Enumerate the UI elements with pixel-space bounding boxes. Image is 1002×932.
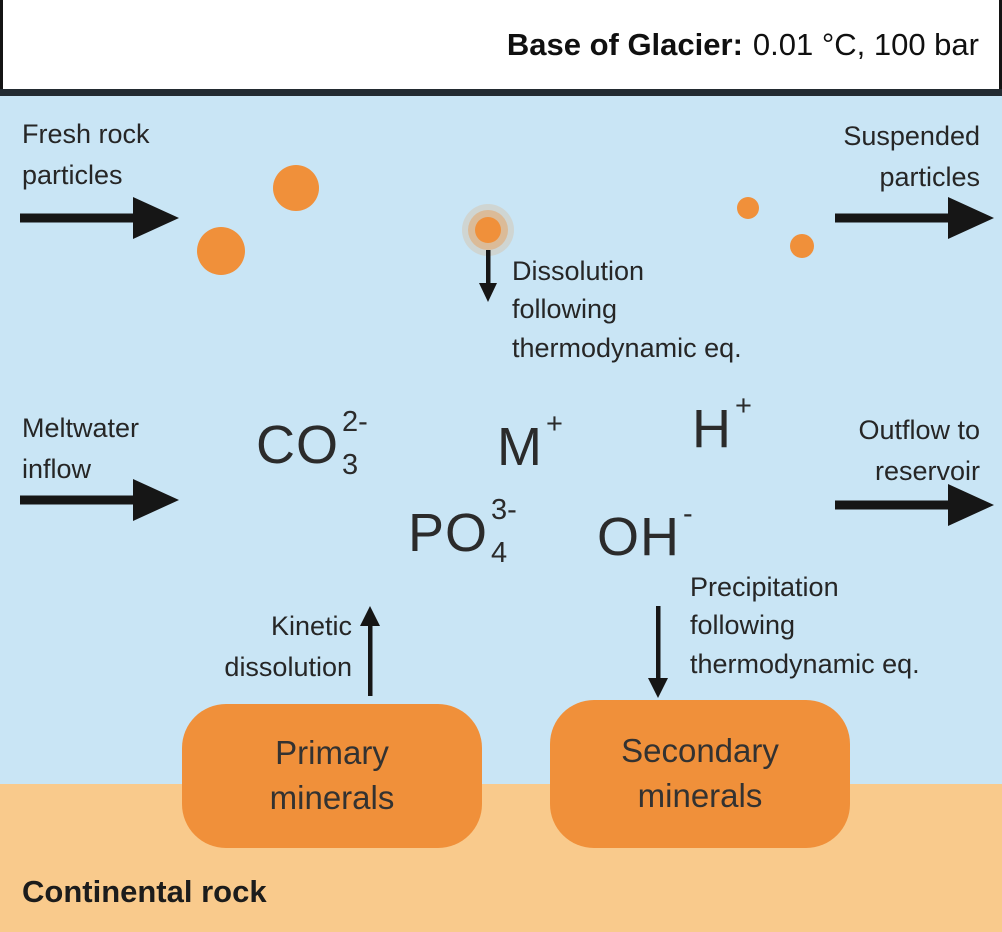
precipitation-label: Precipitation following thermodynamic eq…: [690, 572, 920, 679]
outflow-arrow-icon: [835, 483, 995, 527]
species-hydroxide-formula: OH: [597, 507, 680, 567]
header-conditions: 0.01 °C, 100 bar: [752, 26, 979, 62]
primary-minerals-box: Primary minerals: [182, 704, 482, 848]
species-phosphate-subscript: 4: [491, 537, 508, 569]
rock-particle-large-1: [273, 165, 319, 211]
kinetic-dissolution-label: Kinetic dissolution: [224, 611, 352, 682]
rock-particle-small-2: [790, 234, 814, 258]
fresh-rock-particles-label: Fresh rock particles: [22, 119, 150, 190]
secondary-minerals-box: Secondary minerals: [550, 700, 850, 848]
species-metal-formula: M: [497, 417, 543, 477]
rock-particle-large-2: [197, 227, 245, 275]
species-hydrogen-charge: +: [735, 390, 752, 422]
species-hydroxide: OH -: [597, 500, 693, 572]
header: Base of Glacier: 0.01 °C, 100 bar: [0, 0, 1002, 89]
suspended-particles-label: Suspended particles: [843, 121, 980, 192]
species-metal-charge: +: [545, 408, 563, 440]
meltwater-zone: [0, 96, 1002, 784]
rock-particle-small-1: [737, 197, 759, 219]
species-carbonate-formula: CO: [256, 415, 339, 475]
species-carbonate-subscript: 3: [342, 449, 359, 481]
species-hydrogen: H +: [692, 392, 752, 464]
species-phosphate-charge: 3-: [491, 494, 517, 526]
continental-rock-label: Continental rock: [22, 874, 267, 909]
species-hydrogen-formula: H: [692, 399, 732, 459]
meltwater-inflow-label: Meltwater inflow: [22, 413, 140, 484]
kinetic-dissolution-up-arrow-icon: [358, 606, 382, 696]
species-hydroxide-charge: -: [683, 498, 693, 530]
outflow-reservoir-label: Outflow to reservoir: [858, 415, 980, 486]
suspended-outflow-arrow-icon: [835, 196, 995, 240]
dissolution-down-arrow-icon: [476, 250, 500, 302]
dissolving-particle: [475, 217, 501, 243]
species-phosphate: PO 3- 4: [408, 496, 517, 569]
meltwater-inflow-arrow-icon: [20, 478, 180, 522]
species-carbonate: CO 2- 3: [256, 408, 368, 481]
header-title: Base of Glacier:: [506, 26, 743, 62]
precipitation-down-arrow-icon: [646, 606, 670, 698]
species-metal-cation: M +: [497, 410, 563, 482]
dissolution-label: Dissolution following thermodynamic eq.: [512, 256, 742, 363]
header-divider: [0, 89, 1002, 96]
species-phosphate-formula: PO: [408, 503, 489, 563]
fresh-rock-inflow-arrow-icon: [20, 196, 180, 240]
species-carbonate-charge: 2-: [342, 406, 368, 438]
